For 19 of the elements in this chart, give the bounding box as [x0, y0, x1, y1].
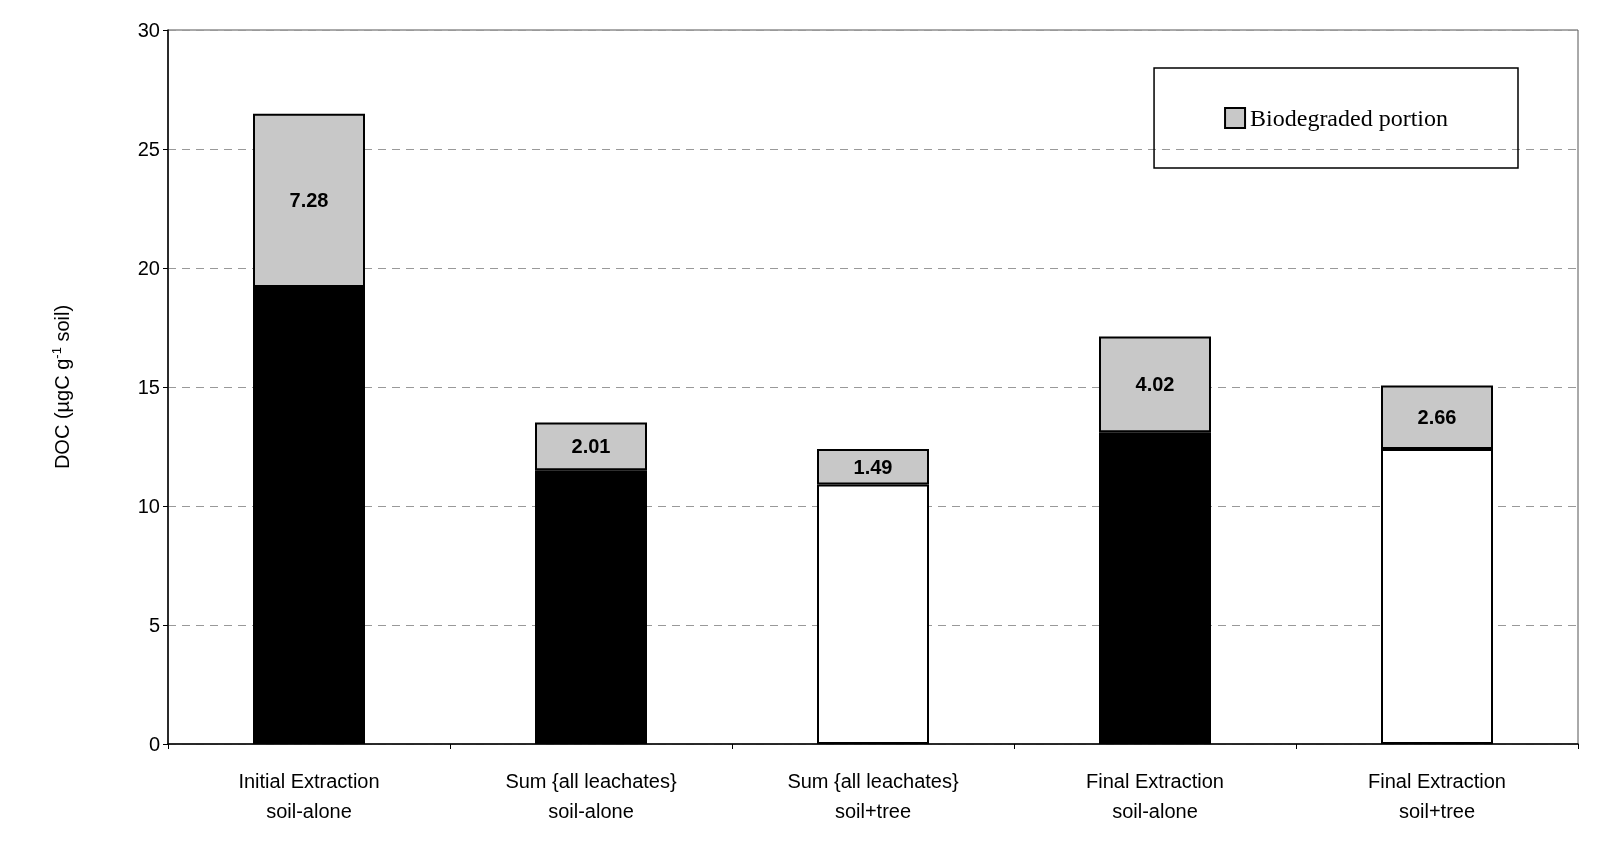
- data-label: 7.28: [289, 189, 329, 212]
- y-tick-label: 0: [148, 733, 160, 755]
- y-tick-label: 20: [137, 257, 160, 279]
- data-label: 2.66: [1417, 406, 1457, 429]
- legend-label: Biodegraded portion: [1250, 105, 1448, 131]
- y-tick-label: 15: [137, 376, 160, 398]
- x-tick-label: Initial Extraction soil-alone: [238, 770, 380, 822]
- x-tick-label: Sum {all leachates} soil+tree: [787, 770, 959, 822]
- x-tick-label: Final Extraction soil+tree: [1368, 770, 1506, 822]
- data-label: 2.01: [571, 435, 611, 458]
- y-tick-label: 5: [148, 614, 160, 636]
- y-tick-label: 30: [137, 19, 160, 41]
- x-tick-label: Sum {all leachates} soil-alone: [505, 770, 677, 822]
- y-tick-label: 25: [137, 138, 160, 160]
- data-label: 4.02: [1135, 373, 1175, 396]
- data-label: 1.49: [853, 455, 893, 478]
- y-tick-label: 10: [137, 495, 160, 517]
- x-tick-label: Final Extraction soil-alone: [1086, 770, 1224, 822]
- y-axis-title: DOC (µgC g-1 soil): [49, 304, 73, 470]
